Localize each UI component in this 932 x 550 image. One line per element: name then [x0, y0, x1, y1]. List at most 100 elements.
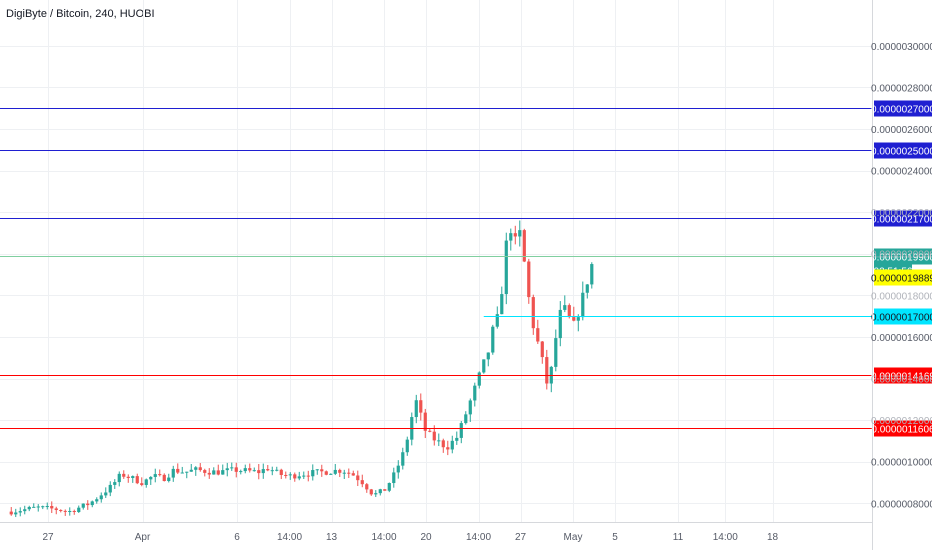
candle-body: [567, 305, 571, 318]
candle-body: [239, 471, 243, 473]
level-label-bg: [874, 248, 932, 265]
horizontal-levels[interactable]: 0.00000270000.00000250000.00000217000.00…: [0, 100, 932, 437]
x-tick-label: May: [564, 532, 583, 543]
candle-body: [423, 412, 427, 431]
candle-body: [131, 476, 135, 478]
candle-body: [419, 400, 423, 413]
x-tick-label: 18: [767, 532, 779, 543]
y-tick-label: 0.0000010000: [871, 458, 932, 469]
y-tick-label: 0.0000026000: [871, 125, 932, 136]
candle-body: [504, 240, 508, 295]
level-label-5: 0.0000014169: [871, 372, 932, 383]
y-tick-label: 0.0000028000: [871, 83, 932, 94]
candle-body: [320, 469, 324, 472]
candle-body: [117, 473, 121, 483]
candle-body: [414, 400, 418, 418]
candle-body: [585, 284, 589, 293]
candle-body: [455, 437, 459, 441]
x-tick-label: 14:00: [277, 532, 302, 543]
candle-body: [401, 452, 405, 466]
candle-body: [270, 470, 274, 472]
candle-body: [41, 506, 45, 508]
candle-body: [576, 317, 580, 321]
candle-body: [315, 469, 319, 471]
candle-body: [477, 372, 481, 386]
candle-body: [9, 511, 13, 515]
candle-body: [383, 489, 387, 491]
y-tick-label-muted: 0.0000022000: [871, 208, 932, 219]
candle-body: [14, 512, 18, 515]
candle-body: [252, 470, 256, 472]
candle-body: [171, 468, 175, 478]
candle-body: [225, 468, 229, 471]
candle-body: [369, 489, 373, 495]
candle-body: [216, 470, 220, 475]
candle-body: [428, 430, 432, 432]
candle-body: [45, 506, 49, 508]
candle-body: [581, 292, 585, 318]
chart-grid: [0, 0, 872, 522]
y-tick-label-muted: 0.0000018000: [871, 291, 932, 302]
candle-body: [531, 297, 535, 329]
candle-body: [90, 501, 94, 506]
candle-body: [324, 471, 328, 475]
candle-body: [378, 489, 382, 494]
candle-body: [311, 470, 315, 477]
candle-body: [198, 467, 202, 471]
candle-body: [167, 477, 171, 482]
candle-body: [387, 483, 391, 491]
candle-body: [158, 474, 162, 476]
x-tick-label: 11: [673, 532, 684, 543]
candle-body: [23, 509, 27, 512]
candle-body: [257, 470, 261, 474]
candle-body: [464, 414, 468, 424]
candle-body: [563, 305, 567, 310]
candle-body: [54, 508, 58, 511]
y-tick-label: 0.0000024000: [871, 167, 932, 178]
candle-body: [194, 467, 198, 470]
candle-body: [81, 503, 85, 508]
candle-body: [306, 475, 310, 477]
candle-body: [144, 479, 148, 485]
candle-body: [59, 510, 63, 512]
candle-body: [113, 482, 117, 485]
candle-body: [365, 484, 369, 490]
level-label-bg: [874, 367, 932, 384]
candle-body: [522, 230, 526, 262]
candle-body: [50, 506, 54, 509]
candle-body: [207, 472, 211, 475]
candle-body: [572, 317, 576, 321]
candle-body: [302, 475, 306, 477]
candle-body: [221, 470, 225, 475]
x-tick-label: 20: [420, 532, 432, 543]
candle-body: [374, 493, 378, 495]
candle-body: [500, 294, 504, 315]
candle-body: [432, 431, 436, 441]
candle-body: [396, 465, 400, 473]
badge-bg-1: [874, 269, 932, 286]
candle-body: [486, 352, 490, 360]
candle-body: [558, 309, 562, 339]
y-tick-label: 0.0000030000: [871, 42, 932, 53]
candle-body: [347, 472, 351, 474]
level-label-1: 0.0000025000: [871, 147, 932, 158]
candle-body: [153, 474, 157, 477]
candle-body: [405, 439, 409, 453]
candle-body: [284, 474, 288, 476]
candle-body: [491, 326, 495, 353]
candle-body: [441, 440, 445, 448]
candle-body: [288, 474, 292, 476]
candle-body: [459, 423, 463, 438]
level-label-bg: [874, 308, 932, 325]
candle-body: [203, 470, 207, 473]
level-label-4: 0.0000017000: [871, 313, 932, 324]
x-tick-label: 14:00: [371, 532, 396, 543]
candle-body: [297, 476, 301, 479]
candle-body: [495, 314, 499, 327]
candle-body: [446, 447, 450, 450]
y-tick-label-muted: 0.0000014000: [871, 375, 932, 386]
level-label-bg: [874, 420, 932, 437]
y-tick-label-muted: 0.0000020000: [871, 250, 932, 261]
candle-body: [482, 359, 486, 373]
